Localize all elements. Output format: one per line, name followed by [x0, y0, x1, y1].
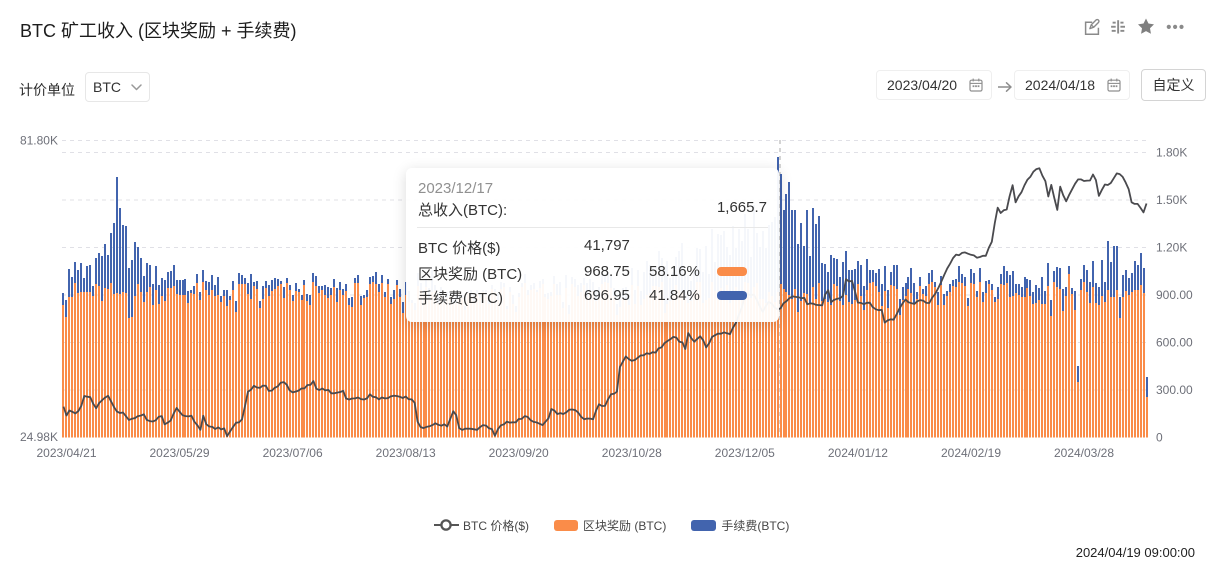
- svg-text:2023/12/05: 2023/12/05: [715, 446, 775, 460]
- svg-text:600.00: 600.00: [1156, 336, 1193, 350]
- svg-text:2023/07/06: 2023/07/06: [263, 446, 323, 460]
- svg-text:300.00: 300.00: [1156, 383, 1193, 397]
- svg-text:2023/04/21: 2023/04/21: [36, 446, 96, 460]
- svg-text:2023/09/20: 2023/09/20: [489, 446, 549, 460]
- svg-text:1.80K: 1.80K: [1156, 146, 1187, 160]
- svg-text:2023/10/28: 2023/10/28: [602, 446, 662, 460]
- svg-text:1.50K: 1.50K: [1156, 193, 1187, 207]
- svg-text:2024/02/19: 2024/02/19: [941, 446, 1001, 460]
- svg-text:2024/01/12: 2024/01/12: [828, 446, 888, 460]
- svg-text:0: 0: [1156, 431, 1163, 445]
- svg-text:81.80K: 81.80K: [20, 134, 58, 148]
- svg-text:2024/03/28: 2024/03/28: [1054, 446, 1114, 460]
- svg-text:2023/05/29: 2023/05/29: [149, 446, 209, 460]
- svg-text:1.20K: 1.20K: [1156, 241, 1187, 255]
- svg-text:24.98K: 24.98K: [20, 430, 58, 444]
- svg-text:900.00: 900.00: [1156, 288, 1193, 302]
- svg-text:2023/08/13: 2023/08/13: [376, 446, 436, 460]
